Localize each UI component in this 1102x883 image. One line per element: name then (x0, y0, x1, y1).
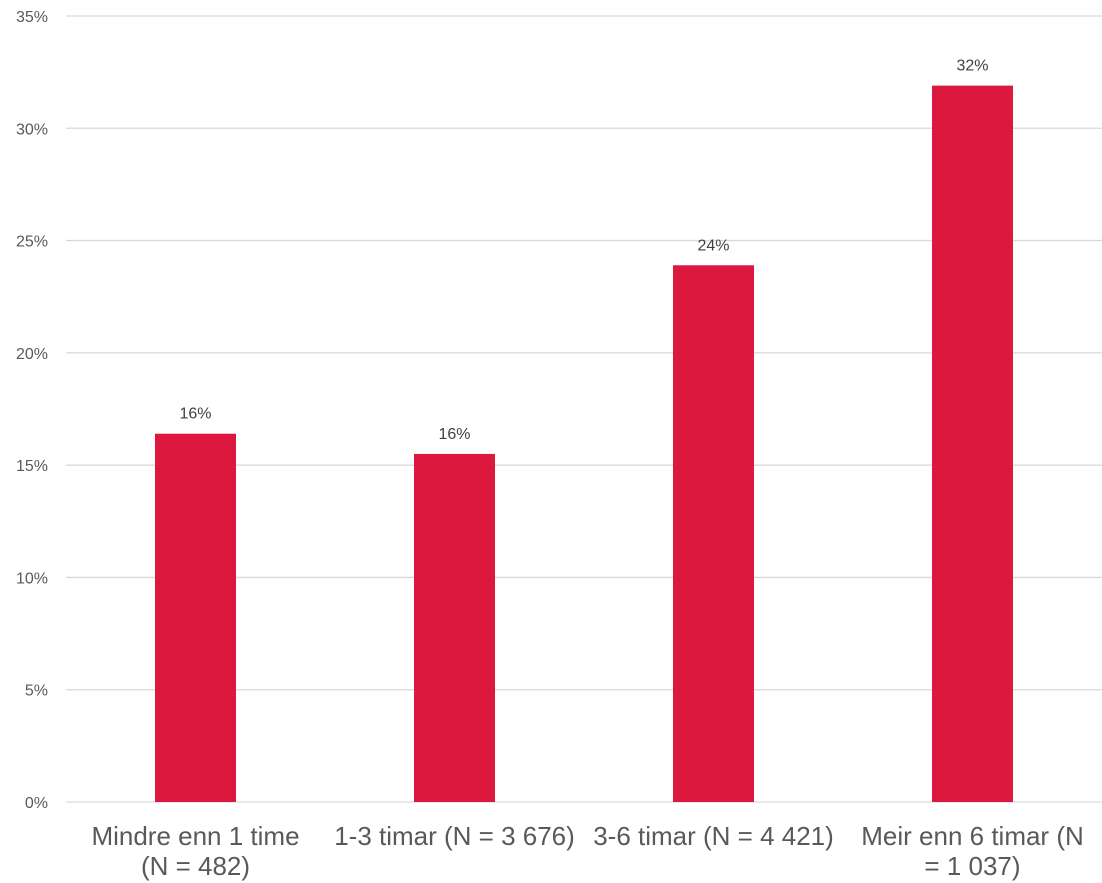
x-tick-label: Meir enn 6 timar (N = 1 037) (861, 821, 1084, 881)
y-tick-label: 0% (25, 795, 48, 812)
y-axis-tick-labels: 0% 5% 10% 15% 20% 25% 30% 35% (16, 9, 48, 812)
bar-0 (155, 434, 236, 802)
data-label: 16% (179, 406, 211, 423)
data-labels: 16% 16% 24% 32% (179, 58, 988, 443)
y-tick-label: 5% (25, 683, 48, 700)
y-tick-label: 15% (16, 458, 48, 475)
y-tick-label: 20% (16, 346, 48, 363)
bar-2 (673, 265, 754, 802)
data-label: 32% (956, 58, 988, 75)
y-tick-label: 30% (16, 121, 48, 138)
y-tick-label: 35% (16, 9, 48, 26)
data-label: 24% (697, 237, 729, 254)
x-tick-label: Mindre enn 1 time (N = 482) (91, 821, 299, 881)
y-tick-label: 10% (16, 570, 48, 587)
data-label: 16% (438, 426, 470, 443)
x-tick-label: 3-6 timar (N = 4 421) (593, 821, 834, 851)
bar-1 (414, 454, 495, 802)
bar-3 (932, 86, 1013, 802)
x-tick-label: 1-3 timar (N = 3 676) (334, 821, 575, 851)
bars (155, 86, 1013, 802)
x-axis-category-labels: Mindre enn 1 time (N = 482) 1-3 timar (N =… (91, 821, 1083, 881)
y-tick-label: 25% (16, 234, 48, 251)
